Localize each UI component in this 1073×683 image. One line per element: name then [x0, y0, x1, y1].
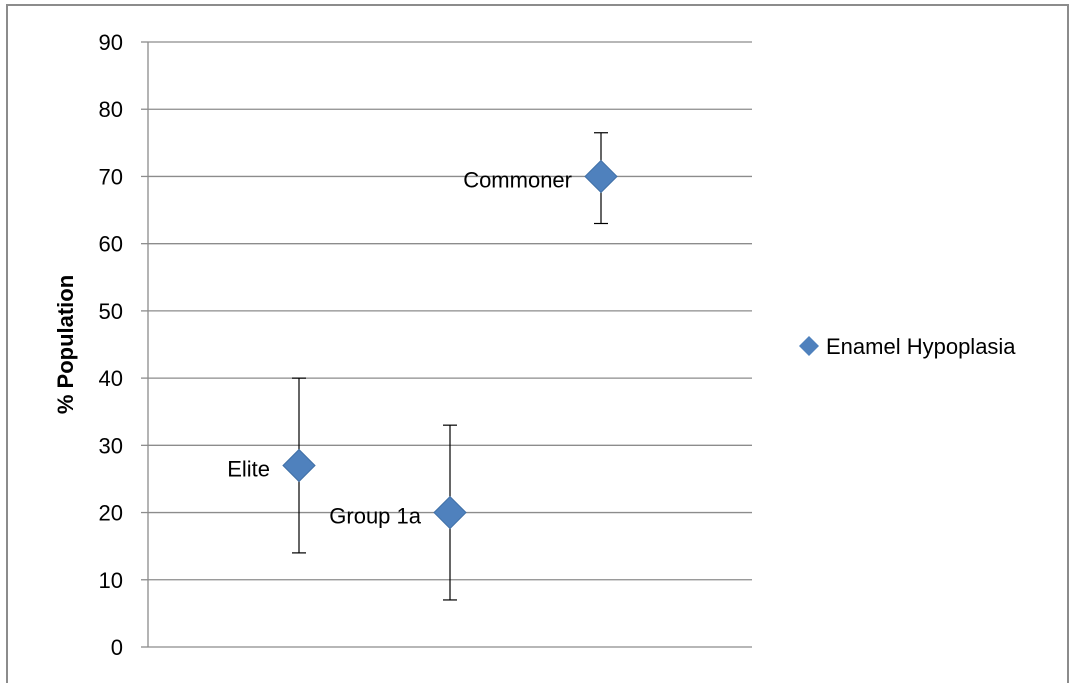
point-labels: Elite Group 1a Commoner — [227, 167, 572, 528]
y-tick-label-30: 30 — [99, 433, 123, 458]
y-tick-label-50: 50 — [99, 299, 123, 324]
y-tick-label-40: 40 — [99, 366, 123, 391]
data-point-elite — [282, 448, 316, 483]
data-points — [282, 159, 618, 530]
y-tick-label-20: 20 — [99, 501, 123, 526]
y-tick-label-80: 80 — [99, 97, 123, 122]
point-label-group-1a: Group 1a — [329, 504, 421, 529]
y-tick-labels: 0 10 20 30 40 50 60 70 80 90 — [99, 30, 123, 660]
y-tick-label-0: 0 — [111, 635, 123, 660]
point-label-commoner: Commoner — [463, 167, 572, 192]
data-point-group-1a — [433, 495, 467, 530]
gridlines — [141, 41, 752, 648]
error-bars — [292, 132, 608, 601]
legend-marker — [799, 336, 819, 356]
y-axis-title: % Population — [53, 275, 78, 414]
y-tick-label-90: 90 — [99, 30, 123, 55]
point-label-elite: Elite — [227, 457, 270, 482]
y-tick-label-70: 70 — [99, 164, 123, 189]
data-point-commoner — [584, 159, 618, 194]
y-tick-label-60: 60 — [99, 232, 123, 257]
chart-frame — [6, 4, 1069, 683]
y-axis — [147, 42, 752, 648]
legend: Enamel Hypoplasia — [799, 334, 1016, 359]
legend-entry-enamel-hypoplasia: Enamel Hypoplasia — [826, 334, 1016, 359]
y-tick-label-10: 10 — [99, 568, 123, 593]
